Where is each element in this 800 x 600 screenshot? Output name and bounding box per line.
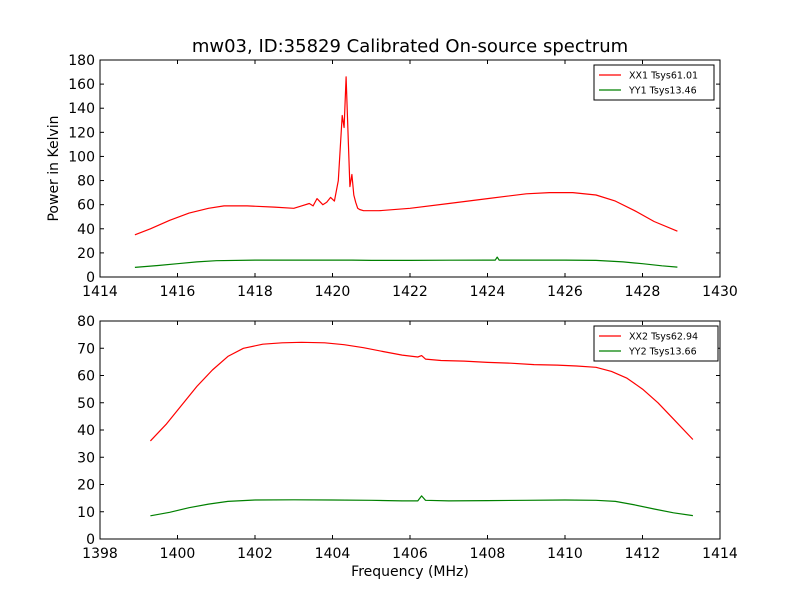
legend-box: [593, 325, 719, 362]
y-tick-label: 70: [77, 341, 95, 357]
legend-label: YY2 Tsys13.66: [628, 347, 697, 358]
y-tick-label: 0: [86, 270, 95, 286]
series-line-1: [134, 76, 678, 236]
legend-label: YY1 Tsys13.46: [628, 86, 697, 97]
y-tick-label: 160: [68, 77, 95, 93]
y-tick-label: 20: [77, 478, 95, 494]
y-tick-label: 30: [77, 450, 95, 466]
x-tick-label: 1414: [82, 284, 118, 300]
x-tick-label: 1410: [547, 546, 583, 562]
y-tick-label: 180: [68, 53, 95, 69]
y-tick-label: 40: [77, 222, 95, 238]
x-tick-label: 1430: [702, 284, 738, 300]
legend-box: [593, 64, 715, 101]
x-tick-label: 1422: [392, 284, 428, 300]
y-tick-label: 80: [77, 314, 95, 330]
series-line-2: [150, 495, 693, 517]
legend-label: XX2 Tsys62.94: [629, 332, 698, 343]
x-tick-label: 1402: [237, 546, 273, 562]
y-tick-label: 0: [86, 532, 95, 548]
y-tick-label: 50: [77, 396, 95, 412]
y-tick-label: 100: [68, 149, 95, 165]
legend-label: XX1 Tsys61.01: [629, 71, 698, 82]
bottom-panel: 1398 1400 1402 1404 1406 1408 1410 1412 1414 0 10 2…: [77, 314, 738, 580]
y-axis-label: Power in Kelvin: [46, 115, 62, 221]
x-tick-label: 1414: [702, 546, 738, 562]
x-tick-label: 1398: [82, 546, 118, 562]
series-line-1: [149, 341, 694, 442]
x-tick-label: 1400: [160, 546, 196, 562]
x-tick-label: 1428: [625, 284, 661, 300]
x-tick-label: 1426: [547, 284, 583, 300]
y-tick-label: 120: [68, 125, 95, 141]
y-tick-label: 40: [77, 423, 95, 439]
y-tick-label: 20: [77, 246, 95, 262]
figure-title: mw03, ID:35829 Calibrated On-source spec…: [192, 36, 628, 57]
x-tick-label: 1408: [470, 546, 506, 562]
y-tick-label: 80: [77, 174, 95, 190]
series-line-2: [134, 256, 678, 268]
x-tick-label: 1406: [392, 546, 428, 562]
y-tick-label: 10: [77, 505, 95, 521]
top-panel: 1414 1416 1418 1420 1422 1424 1426 1428 1430 0 20 4…: [46, 53, 738, 300]
x-tick-label: 1424: [470, 284, 506, 300]
x-tick-label: 1420: [315, 284, 351, 300]
x-tick-label: 1418: [237, 284, 273, 300]
y-tick-label: 140: [68, 101, 95, 117]
x-tick-label: 1416: [160, 284, 196, 300]
x-axis-label: Frequency (MHz): [351, 564, 469, 580]
y-tick-label: 60: [77, 198, 95, 214]
x-tick-label: 1412: [625, 546, 661, 562]
y-tick-label: 60: [77, 369, 95, 385]
x-tick-label: 1404: [315, 546, 351, 562]
